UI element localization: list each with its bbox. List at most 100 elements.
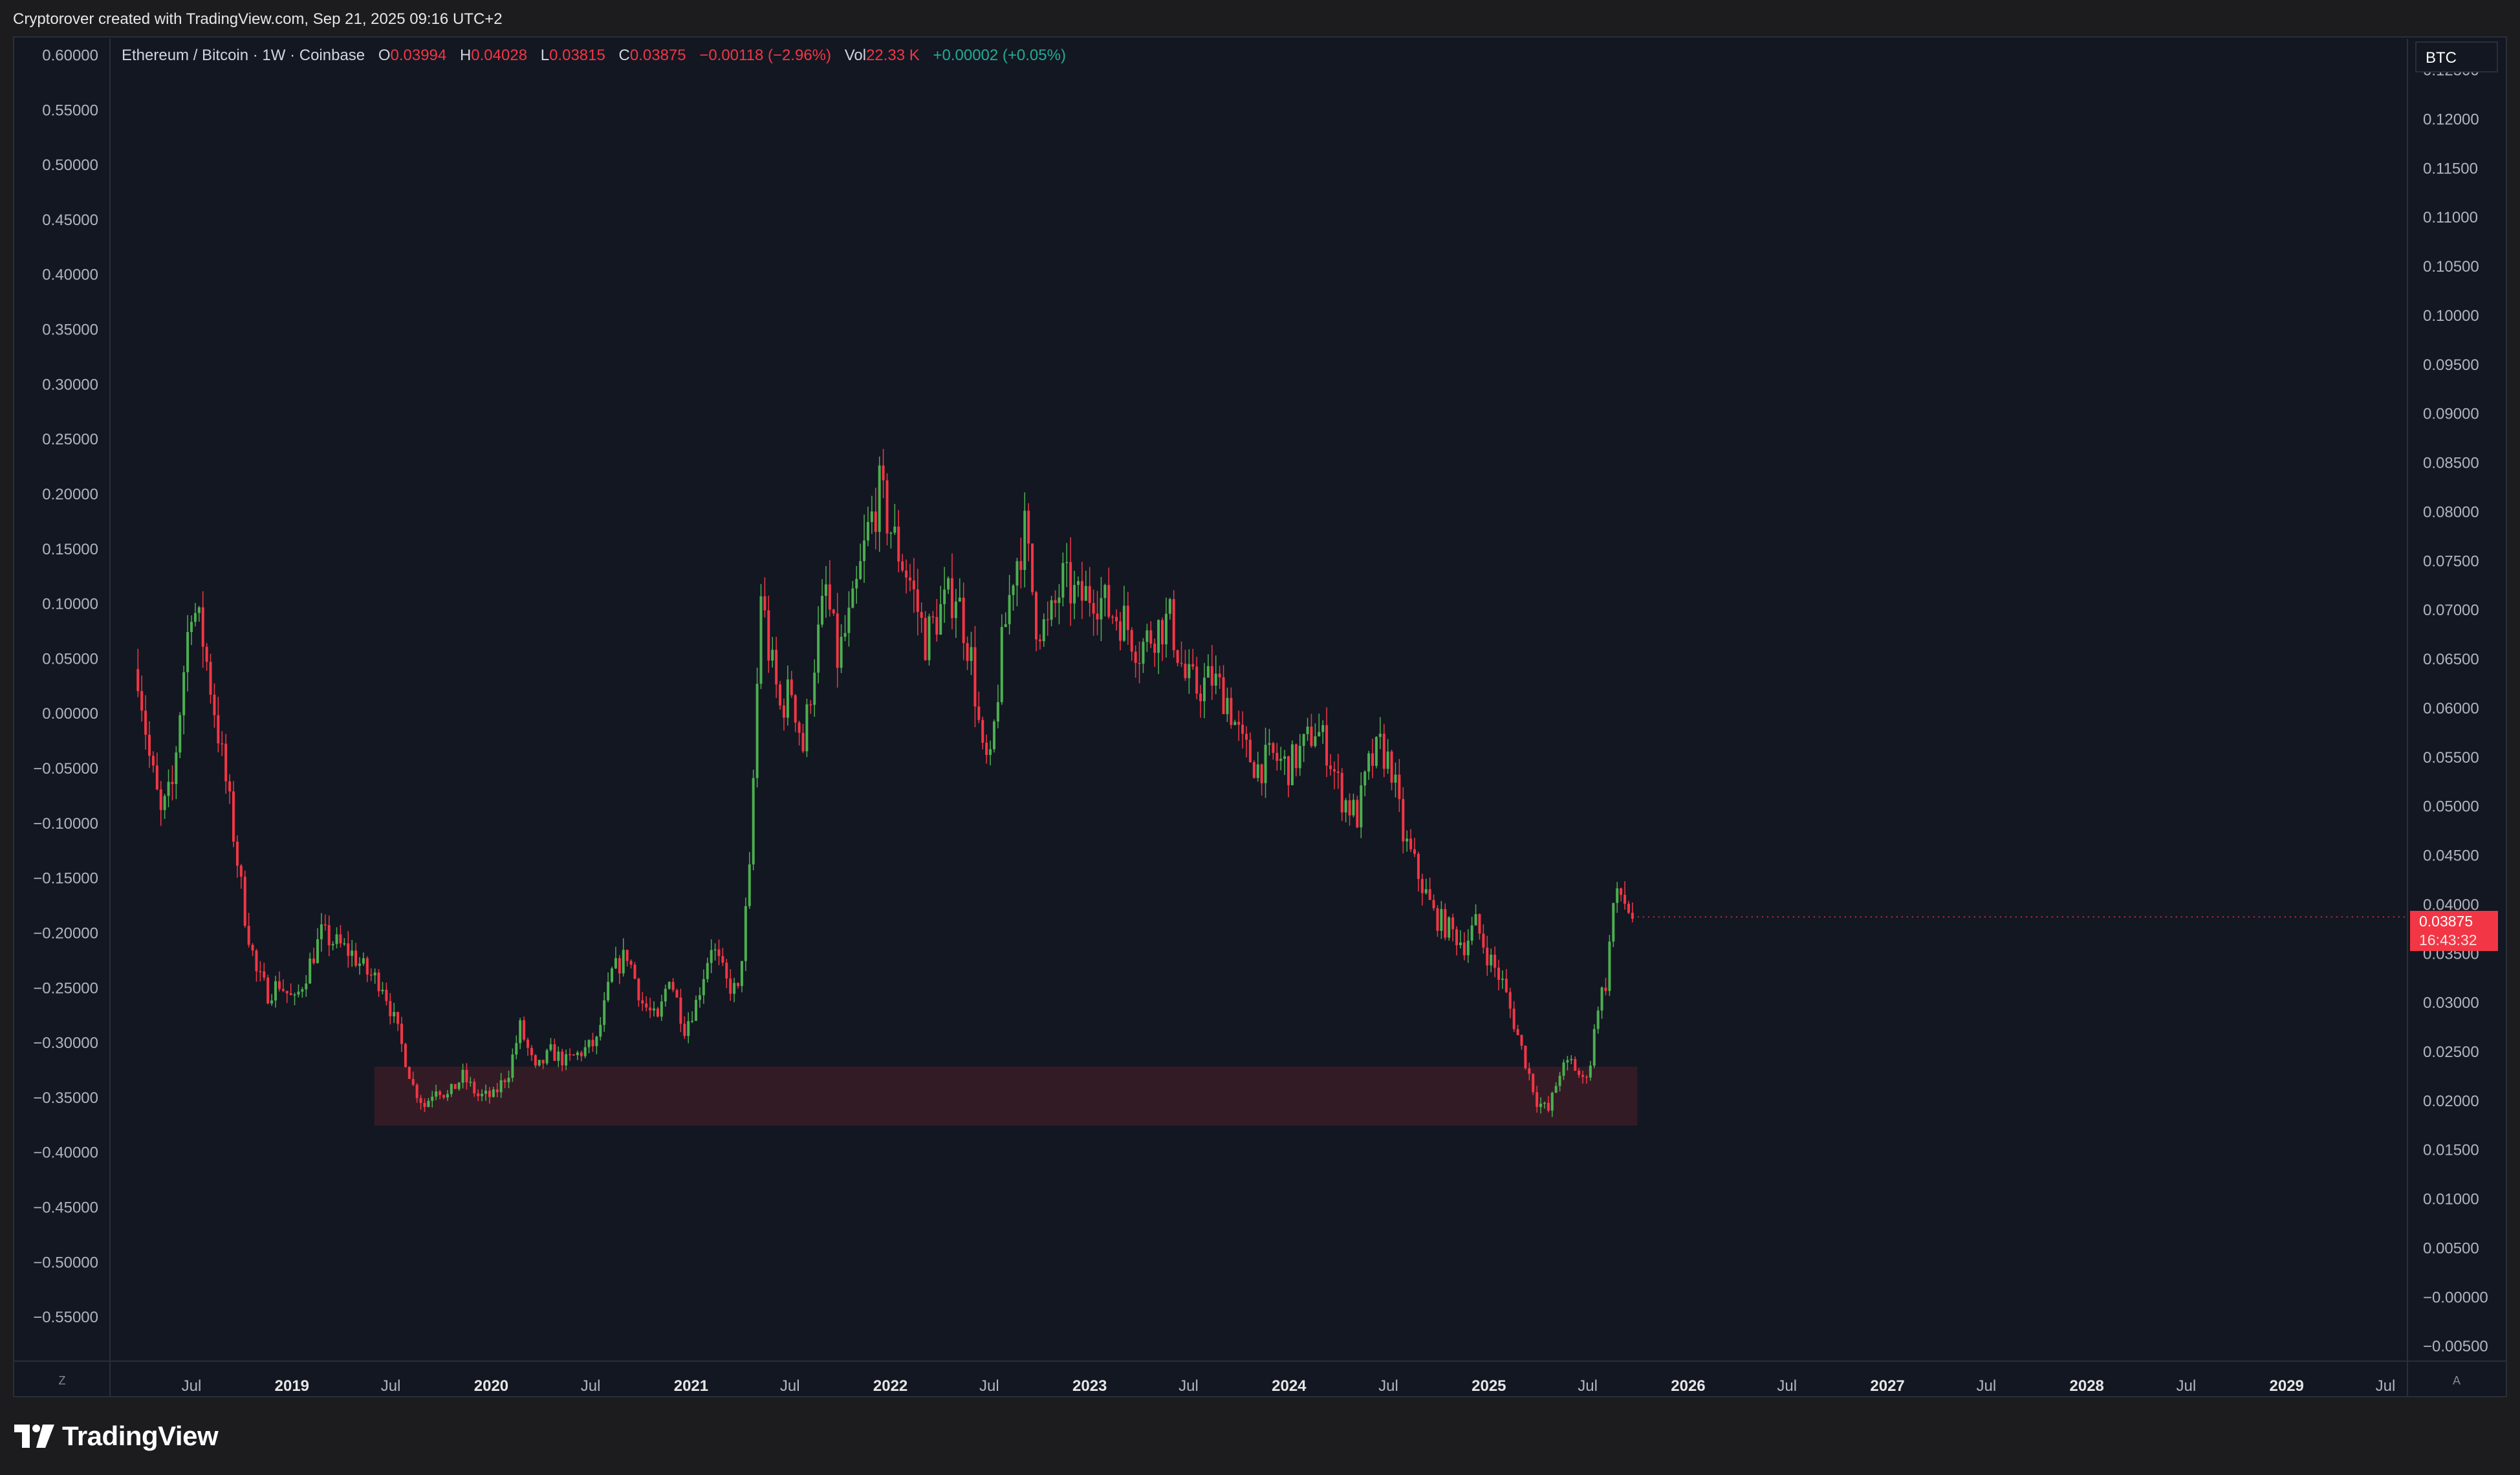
low-value: 0.03815 [549,47,605,64]
candle-body [1451,917,1455,930]
candle-body [1482,934,1485,948]
candle-body [1413,849,1417,854]
close-value: 0.03875 [629,47,686,64]
candle-body [1608,941,1611,991]
candle-body [1302,734,1305,746]
candle-body [1624,895,1627,904]
candle-body [530,1047,533,1056]
right-axis-tick-label: 0.05000 [2423,798,2479,816]
candle-body [534,1055,537,1066]
candle-body [1581,1075,1585,1077]
candle-body [836,613,839,668]
candle-body [1348,800,1351,816]
candle-body [289,993,292,996]
candle-body [1596,1011,1600,1029]
candle-body [312,958,316,963]
candle-body [618,958,621,974]
candle-body [790,679,793,695]
candle-body [351,950,354,956]
candle-body [404,1043,407,1067]
candle-body [1016,561,1019,586]
candle-body [1004,624,1007,628]
right-axis-tick-label: 0.10000 [2423,307,2479,325]
candle-body [1076,581,1080,585]
left-price-axis[interactable]: 0.60000 0.55000 0.50000 0.45000 0.40000 0.350… [33,47,98,1326]
candle-body [396,1012,400,1024]
time-axis-tick-label: Jul [979,1377,999,1395]
candle-body [1008,595,1011,624]
candle-body [767,610,770,661]
tradingview-logo[interactable]: TradingView [14,1421,219,1452]
currency-button[interactable]: BTC [2415,41,2498,72]
candle-body [427,1100,430,1108]
chart-frame[interactable] [13,36,2507,1397]
candle-body [671,981,675,990]
candle-body [495,1089,499,1093]
candle-body [1069,562,1072,604]
candle-body [687,1021,690,1036]
candle-body [1050,600,1053,620]
candle-body [813,672,816,705]
candle-body [664,989,667,1002]
candle-body [1600,987,1603,1011]
candle-body [140,691,144,711]
candle-body [1604,987,1607,991]
candle-body [1566,1060,1569,1063]
candle-body [1329,765,1332,769]
candle-body [1279,758,1283,761]
candle-body [1080,581,1083,601]
candle-body [255,950,258,972]
candle-body [893,526,896,533]
candle-body [377,972,380,992]
right-axis-tick-label: 0.11000 [2423,209,2478,226]
auto-scale-button[interactable]: A [2452,1374,2460,1387]
candle-body [832,609,835,614]
candle-body [1272,743,1275,753]
candle-body [1038,639,1041,642]
candle-body [1371,753,1374,766]
candle-body [538,1060,541,1066]
candle-body [931,616,935,618]
candle-body [369,974,373,976]
left-axis-tick-label: −0.55000 [33,1309,98,1326]
right-axis-tick-label: 0.00500 [2423,1240,2479,1257]
candle-body [1034,592,1037,640]
candle-body [713,949,717,951]
candle-body [1153,643,1157,653]
candle-body [549,1044,552,1051]
candle-body [362,958,365,964]
candle-body [1206,666,1210,678]
candle-body [1210,666,1213,686]
time-axis-tick-label: Jul [182,1377,202,1395]
right-price-axis[interactable]: 0.125000.120000.115000.110000.105000.100… [2423,62,2488,1356]
candle-body [794,695,797,723]
candle-body [1318,732,1321,737]
candle-body [1256,764,1259,778]
candle-body [668,981,671,989]
candle-body [259,971,262,972]
candle-body [1363,771,1367,786]
time-axis[interactable]: Jul 2019 Jul 2020 Jul 2021 Jul 2022 Jul 2023 Jul 20… [182,1377,2396,1395]
candle-body [465,1069,468,1083]
candle-body [151,756,155,766]
time-axis-tick-label: 2022 [873,1377,907,1395]
candle-body [1276,752,1279,761]
candle-body [1107,585,1111,617]
candle-body [228,781,232,792]
candle-body [1287,756,1290,785]
candle-body [365,958,369,975]
zoom-reset-button[interactable]: Z [58,1374,66,1387]
candle-body [1118,621,1122,641]
candle-body [859,561,862,579]
candle-body [431,1097,434,1101]
candle-body [801,732,805,752]
candle-body [954,601,957,618]
candle-body [373,972,376,976]
symbol-title[interactable]: Ethereum / Bitcoin · 1W · Coinbase [122,47,365,64]
left-axis-tick-label: 0.00000 [42,705,98,723]
candle-body [1382,734,1385,769]
last-price-tag: 0.03875 16:43:32 [2410,911,2498,951]
candle-body [457,1082,461,1089]
candle-body [916,589,919,612]
